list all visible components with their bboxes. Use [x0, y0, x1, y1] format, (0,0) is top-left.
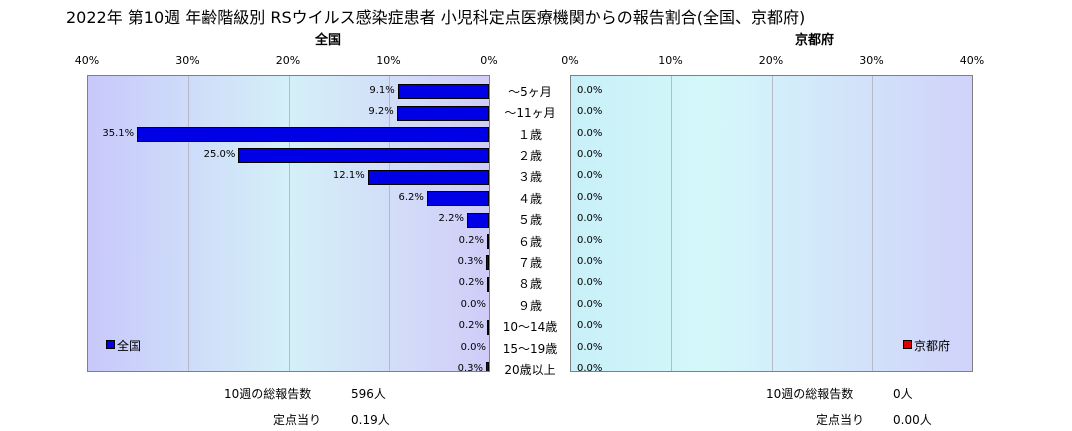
national-data-label: 9.2%	[368, 106, 394, 118]
kyoto-data-label: 0.0%	[577, 362, 603, 372]
national-bar	[426, 191, 489, 207]
category-label: ～11ヶ月	[504, 106, 556, 121]
national-data-label: 25.0%	[203, 148, 236, 160]
kyoto-data-label: 0.0%	[577, 320, 603, 332]
national-data-label: 0.2%	[458, 277, 484, 289]
category-label: ４歳	[517, 191, 542, 206]
category-label: 20歳以上	[504, 362, 556, 377]
kyoto-data-label: 0.0%	[577, 191, 603, 203]
chart-title: 2022年 第10週 年齢階級別 RSウイルス感染症患者 小児科定点医療機関から…	[66, 8, 806, 27]
national-legend-label: 全国	[117, 339, 142, 353]
national-data-label: 0.0%	[460, 298, 486, 310]
national-bar	[396, 105, 489, 121]
national-bar	[397, 84, 489, 100]
kyoto-per-site-value: 0.00人	[893, 413, 932, 427]
kyoto-data-label: 0.0%	[577, 84, 603, 96]
national-bar	[486, 234, 489, 249]
kyoto-x-tick-label: 0%	[561, 54, 579, 67]
kyoto-x-tick-label: 40%	[959, 54, 985, 67]
kyoto-per-site-label: 定点当り	[816, 413, 865, 427]
kyoto-data-label: 0.0%	[577, 213, 603, 225]
national-data-label: 2.2%	[438, 213, 464, 225]
category-label: ７歳	[517, 255, 542, 270]
category-label: １歳	[517, 127, 542, 142]
category-label: ～5ヶ月	[508, 84, 552, 99]
kyoto-plot-area: 0.0% 0.0% 0.0% 0.0% 0.0% 0.0% 0.0% 0.0% 0.0% 0.0%…	[570, 75, 973, 372]
national-data-label: 12.1%	[332, 170, 365, 182]
national-legend-swatch	[106, 340, 115, 349]
category-label: 10～14歳	[502, 320, 558, 335]
kyoto-x-tick-label: 20%	[758, 54, 784, 67]
category-label: ２歳	[517, 148, 542, 163]
national-data-label: 0.2%	[458, 320, 484, 332]
national-total-label: 10週の総報告数	[224, 387, 312, 401]
national-bar	[367, 169, 489, 185]
national-data-label: 9.1%	[369, 84, 395, 96]
category-label: ９歳	[517, 298, 542, 313]
kyoto-data-label: 0.0%	[577, 298, 603, 310]
national-bar	[486, 319, 489, 335]
kyoto-x-tick-label: 10%	[658, 54, 683, 67]
kyoto-legend: 京都府	[903, 337, 950, 354]
kyoto-data-label: 0.0%	[577, 106, 603, 118]
national-data-label: 0.2%	[458, 234, 484, 246]
national-gridline	[188, 76, 190, 371]
kyoto-data-label: 0.0%	[577, 255, 603, 267]
kyoto-gridline	[671, 76, 673, 371]
national-bar	[485, 255, 489, 271]
kyoto-total-label: 10週の総報告数	[766, 387, 854, 401]
national-x-tick-label: 20%	[275, 54, 301, 67]
category-label: ６歳	[517, 234, 542, 249]
national-plot-area: 9.1% 9.2% 35.1% 25.0% 12.1% 6.2% 2.2% 0.2% 0.3% 0…	[87, 75, 490, 372]
national-data-label: 0.3%	[457, 255, 483, 267]
national-x-tick-label: 10%	[376, 54, 401, 67]
kyoto-data-label: 0.0%	[577, 170, 603, 182]
national-legend: 全国	[106, 337, 141, 354]
national-panel-title: 全国	[315, 33, 342, 48]
national-bar	[238, 148, 489, 164]
category-label: 15～19歳	[502, 341, 558, 356]
kyoto-data-label: 0.0%	[577, 234, 603, 246]
kyoto-gridline	[871, 76, 873, 371]
national-per-site-label: 定点当り	[273, 413, 322, 427]
category-label: ５歳	[517, 213, 542, 228]
national-data-label: 6.2%	[398, 191, 424, 203]
kyoto-data-label: 0.0%	[577, 341, 603, 353]
category-label: ８歳	[517, 277, 542, 292]
national-total-value: 596人	[351, 387, 386, 401]
national-x-tick-label: 40%	[74, 54, 100, 67]
kyoto-x-tick-label: 30%	[859, 54, 884, 67]
kyoto-panel-title: 京都府	[795, 33, 835, 48]
national-gridline	[288, 76, 290, 371]
national-gridline	[388, 76, 390, 371]
category-label: ３歳	[517, 170, 542, 185]
kyoto-data-label: 0.0%	[577, 277, 603, 289]
national-x-tick-label: 30%	[175, 54, 200, 67]
national-data-label: 35.1%	[102, 127, 135, 139]
kyoto-total-value: 0人	[893, 387, 913, 401]
kyoto-legend-swatch	[903, 340, 912, 349]
national-data-label: 0.0%	[460, 341, 486, 353]
national-bar	[137, 127, 489, 142]
national-data-label: 0.3%	[457, 362, 483, 372]
kyoto-data-label: 0.0%	[577, 127, 603, 139]
national-bar	[466, 212, 489, 228]
kyoto-legend-label: 京都府	[914, 339, 951, 353]
national-per-site-value: 0.19人	[351, 413, 390, 427]
kyoto-data-label: 0.0%	[577, 148, 603, 160]
kyoto-gridline	[771, 76, 773, 371]
national-bar	[485, 362, 489, 371]
national-bar	[486, 276, 489, 292]
national-x-tick-label: 0%	[480, 54, 498, 67]
